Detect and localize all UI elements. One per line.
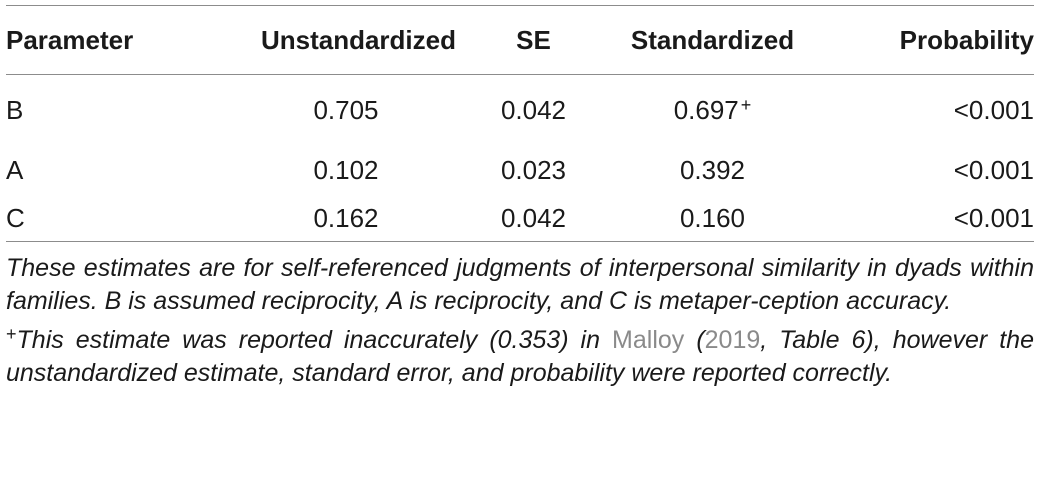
cell-standardized: 0.697 +: [611, 74, 814, 146]
citation-year-link[interactable]: 2019: [704, 326, 761, 354]
footnote-marker: +: [740, 94, 752, 115]
table-footnotes: These estimates are for self-referenced …: [6, 252, 1034, 390]
cell-standardized: 0.160: [679, 202, 746, 233]
footnote-symbol: +: [6, 324, 17, 344]
cell-probability: <0.001: [953, 202, 1034, 233]
header-unstandardized: Unstandardized: [260, 24, 456, 55]
cell-probability: <0.001: [953, 94, 1034, 125]
table-top-rule: [6, 5, 1034, 6]
standardized-value: 0.697: [673, 94, 739, 125]
footnote-definitions: These estimates are for self-referenced …: [6, 254, 1034, 315]
parameter-estimates-table: Parameter Unstandardized SE Standardized…: [6, 6, 1034, 242]
table-row: B 0.705 0.042 0.697 + <0.001: [6, 74, 1034, 146]
cell-parameter: C: [6, 202, 25, 233]
table-header-row: Parameter Unstandardized SE Standardized…: [6, 6, 1034, 74]
cell-unstandardized: 0.162: [313, 202, 379, 233]
cell-se: 0.042: [500, 202, 567, 233]
cell-probability: <0.001: [953, 154, 1034, 185]
table-bottom-rule: [6, 241, 1034, 242]
cell-se: 0.023: [500, 154, 567, 185]
table-row: C 0.162 0.042 0.160 <0.001: [6, 194, 1034, 242]
footnote-text-2: (: [684, 326, 705, 354]
header-standardized: Standardized: [630, 24, 795, 55]
table-header-rule: [6, 74, 1034, 75]
cell-parameter: A: [6, 154, 24, 185]
table-row: A 0.102 0.023 0.392 <0.001: [6, 146, 1034, 194]
cell-unstandardized: 0.705: [313, 94, 379, 125]
footnote-text-1: This estimate was reported inaccurately …: [16, 326, 613, 354]
cell-standardized: 0.392: [679, 154, 746, 185]
cell-unstandardized: 0.102: [313, 154, 379, 185]
cell-se: 0.042: [500, 94, 567, 125]
cell-parameter: B: [6, 94, 24, 125]
citation-author-link[interactable]: Malloy: [612, 326, 685, 354]
header-parameter: Parameter: [6, 24, 134, 55]
footnote-correction: +This estimate was reported inaccurately…: [6, 318, 1034, 390]
header-se: SE: [516, 24, 551, 55]
footnote-text-3: , Table 6), however the unstandardized e…: [6, 326, 1034, 387]
header-probability: Probability: [899, 24, 1034, 55]
